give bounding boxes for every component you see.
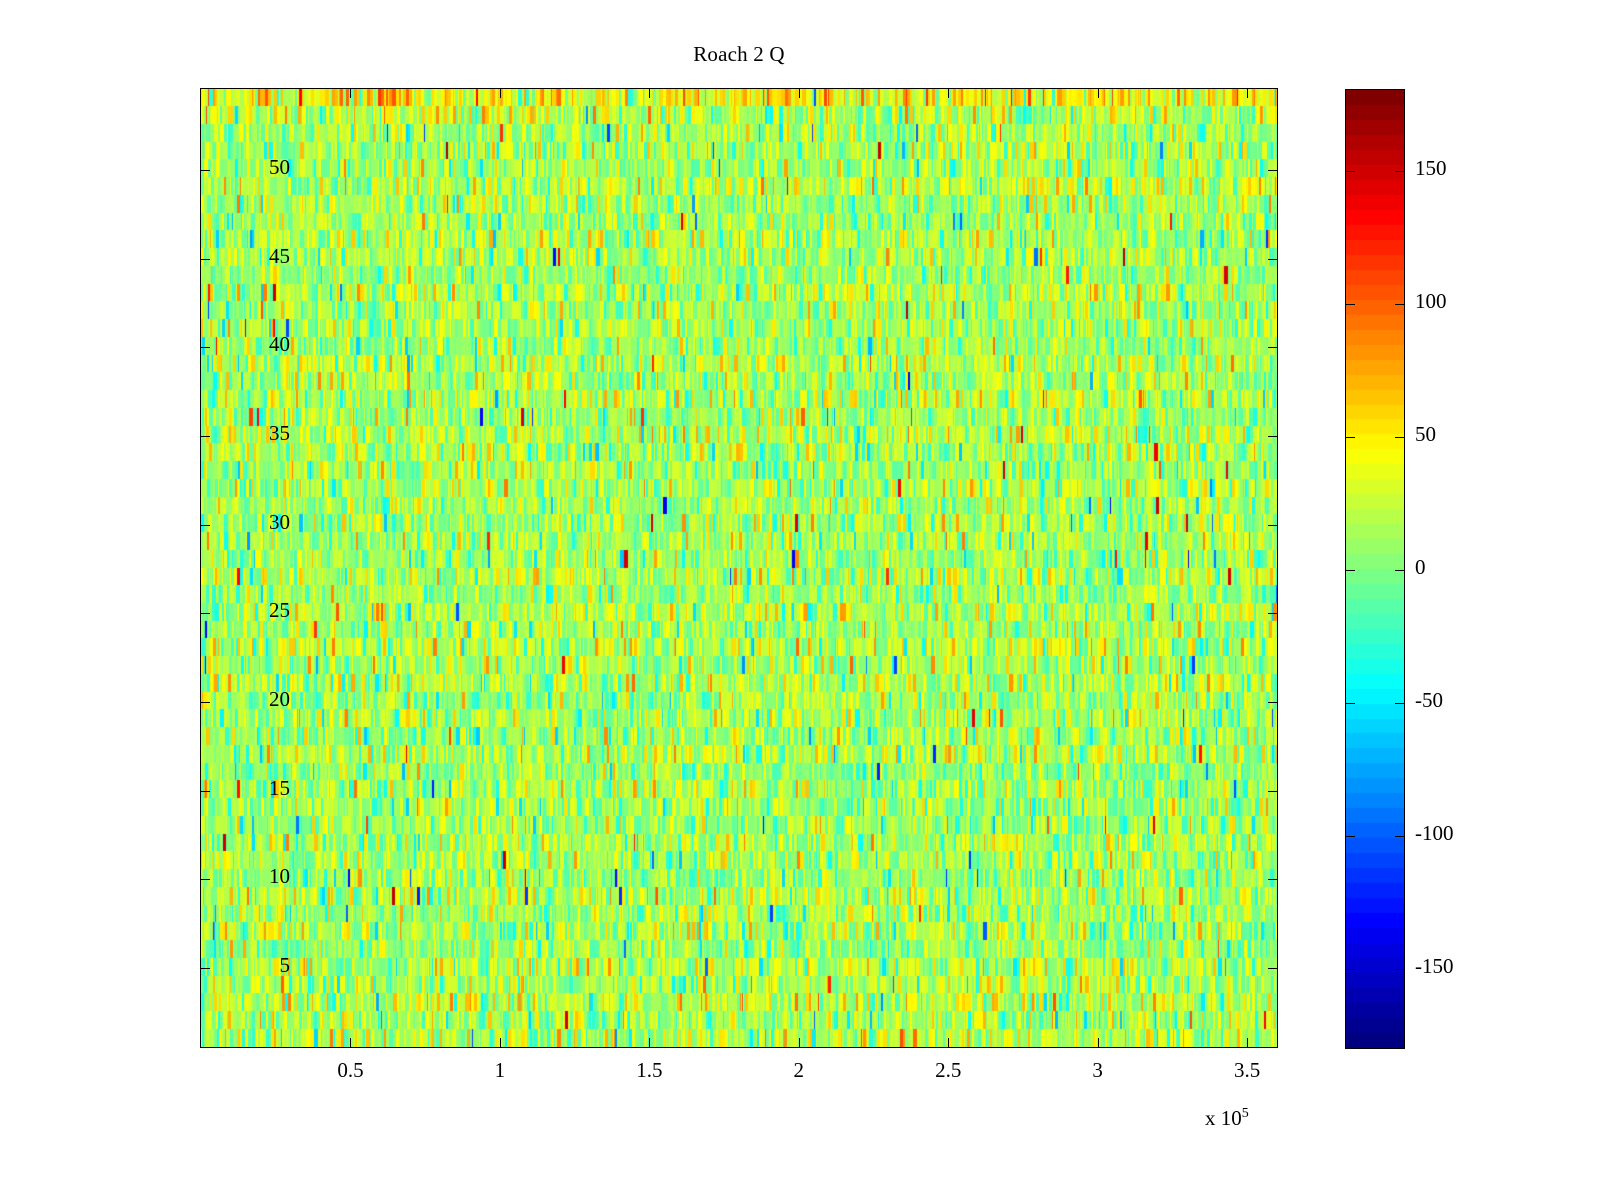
y-tick-label: 15 (269, 775, 290, 800)
x-tick-label: 0.5 (337, 1058, 364, 1082)
y-tick-mark (1268, 258, 1277, 260)
x-tick-mark (350, 89, 352, 98)
colorbar-tick-mark (1395, 436, 1404, 438)
x-tick-mark (948, 89, 950, 98)
x-tick-label: 3.5 (1233, 1058, 1261, 1082)
y-tick-mark (201, 790, 210, 792)
y-tick-mark (201, 169, 210, 171)
y-tick-mark (1268, 169, 1277, 171)
colorbar-tick-mark (1395, 703, 1404, 705)
colorbar-tick-label: 100 (1415, 288, 1447, 313)
x-tick-mark (649, 89, 651, 98)
y-tick-label: 5 (279, 953, 291, 978)
x-tick-mark (350, 1038, 352, 1047)
x-tick-label: 1 (494, 1058, 506, 1082)
colorbar-tick-mark (1346, 436, 1355, 438)
colorbar-tick-mark (1346, 303, 1355, 305)
y-tick-label: 40 (269, 332, 290, 357)
y-tick-label: 45 (269, 243, 290, 268)
y-tick-mark (1268, 347, 1277, 349)
y-tick-mark (201, 258, 210, 260)
colorbar-tick-mark (1346, 703, 1355, 705)
colorbar-tick-mark (1346, 170, 1355, 172)
colorbar-tick-label: -50 (1415, 688, 1443, 713)
x-exponent-power: 5 (1241, 1106, 1249, 1121)
colorbar-tick-mark (1395, 570, 1404, 571)
heatmap-image (201, 89, 1277, 1047)
x-tick-label: 2 (793, 1058, 805, 1082)
x-tick-mark (798, 89, 800, 98)
colorbar-tick-mark (1346, 570, 1355, 571)
colorbar-tick-label: 150 (1415, 155, 1447, 180)
y-tick-mark (201, 435, 210, 437)
x-tick-mark (499, 1038, 501, 1047)
colorbar-tick-mark (1395, 303, 1404, 305)
x-tick-mark (499, 89, 501, 98)
y-tick-mark (1268, 613, 1277, 615)
y-tick-mark (201, 702, 210, 704)
colorbar-tick-mark (1395, 836, 1404, 838)
y-tick-mark (1268, 968, 1277, 970)
colorbar-tick-mark (1395, 969, 1404, 971)
y-tick-mark (201, 968, 210, 970)
x-tick-label: 2.5 (935, 1058, 962, 1082)
colorbar-tick-label: 50 (1415, 421, 1436, 446)
y-tick-mark (1268, 702, 1277, 704)
x-tick-label: 3 (1092, 1058, 1103, 1082)
y-tick-label: 35 (269, 420, 290, 445)
y-tick-mark (201, 524, 210, 526)
x-tick-mark (1247, 1038, 1249, 1047)
y-tick-mark (1268, 524, 1277, 526)
colorbar-tick-label: 0 (1415, 555, 1426, 579)
x-tick-mark (798, 1038, 800, 1047)
x-tick-mark (1097, 1038, 1099, 1047)
x-tick-mark (948, 1038, 950, 1047)
colorbar[interactable] (1345, 89, 1405, 1049)
y-tick-label: 10 (269, 864, 290, 889)
y-tick-label: 25 (269, 598, 290, 623)
x-axis-exponent-label: x 105 (1205, 1106, 1249, 1131)
y-tick-mark (201, 613, 210, 615)
y-tick-label: 30 (269, 509, 290, 534)
colorbar-tick-mark (1395, 170, 1404, 172)
x-exponent-base: x 10 (1205, 1106, 1242, 1130)
heatmap-axes[interactable] (200, 88, 1278, 1048)
y-tick-mark (201, 347, 210, 349)
x-tick-label: 1.5 (636, 1058, 663, 1082)
colorbar-tick-mark (1346, 969, 1355, 971)
y-tick-label: 20 (269, 687, 290, 712)
x-tick-mark (1097, 89, 1099, 98)
colorbar-tick-label: -150 (1415, 954, 1454, 979)
colorbar-gradient (1346, 90, 1404, 1048)
y-tick-mark (1268, 435, 1277, 437)
x-tick-mark (1247, 89, 1249, 98)
y-tick-mark (1268, 790, 1277, 792)
y-tick-label: 50 (269, 154, 290, 179)
y-tick-mark (1268, 879, 1277, 881)
y-tick-mark (201, 879, 210, 881)
page-title: Roach 2 Q (693, 42, 785, 66)
colorbar-tick-label: -100 (1415, 821, 1454, 846)
colorbar-tick-mark (1346, 836, 1355, 838)
x-tick-mark (649, 1038, 651, 1047)
